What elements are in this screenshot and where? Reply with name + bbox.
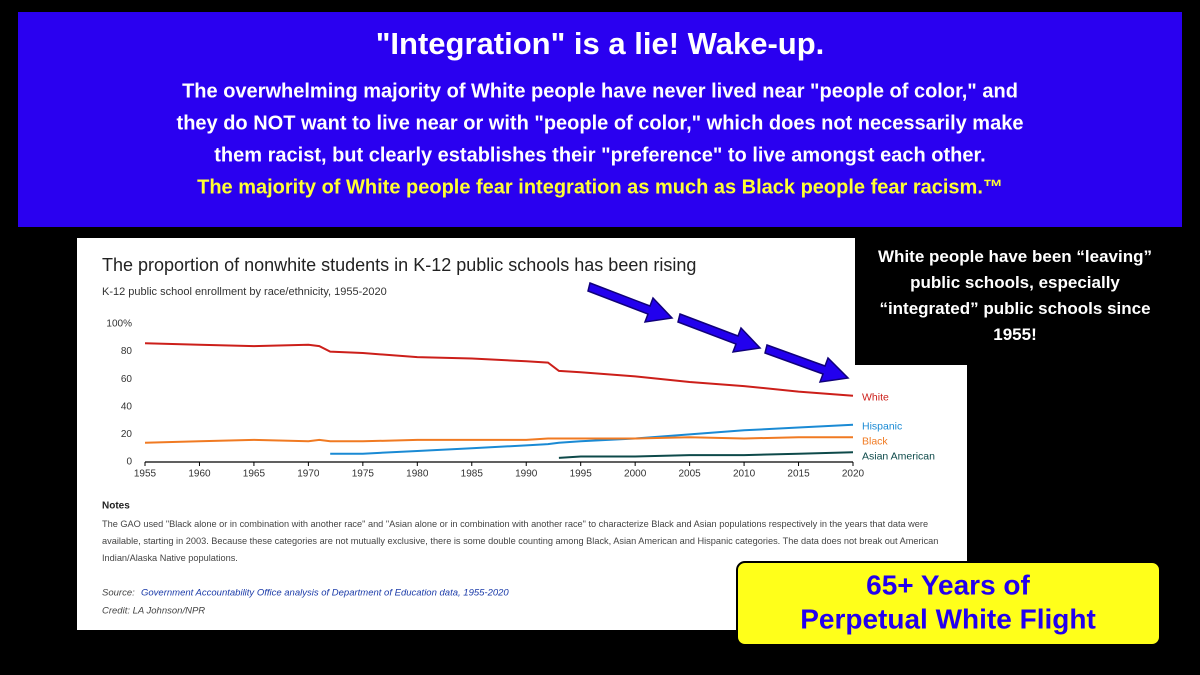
y-tick-label: 80	[121, 346, 133, 357]
y-tick-label: 60	[121, 374, 133, 385]
side-note: White people have been “leaving” public …	[878, 247, 1152, 344]
x-tick-label: 1960	[188, 469, 211, 480]
chart-title: The proportion of nonwhite students in K…	[102, 255, 696, 275]
callout-line: 65+ Years of	[866, 569, 1030, 600]
arrow	[677, 312, 762, 353]
side-note-box: White people have been “leaving” public …	[878, 247, 1152, 344]
legend-label: Asian American	[862, 451, 935, 463]
x-tick-label: 1965	[243, 469, 266, 480]
x-tick-label: 1955	[134, 469, 157, 480]
x-tick-label: 1980	[406, 469, 429, 480]
notes-box: The GAO used "Black alone or in combinat…	[102, 519, 939, 563]
banner-line: they do NOT want to live near or with "p…	[177, 112, 1024, 134]
series-line	[144, 436, 853, 444]
banner-line: them racist, but clearly establishes the…	[214, 144, 985, 166]
notes: The GAO used "Black alone or in combinat…	[102, 519, 939, 563]
legend-label: Hispanic	[862, 421, 902, 433]
arrow	[587, 281, 674, 323]
callout-line: Perpetual White Flight	[800, 603, 1096, 634]
series-line	[144, 342, 854, 397]
notes-heading: Notes	[102, 501, 130, 512]
plot: 0 20 40 60 80 100% 1955 1960 1965 1970 1975 1980 198…	[106, 319, 935, 480]
source-label: Source:	[102, 588, 135, 599]
y-tick-label: 100%	[106, 319, 132, 330]
x-tick-label: 2005	[678, 469, 701, 480]
legend-label: Black	[862, 436, 888, 448]
x-tick-label: 1990	[515, 469, 538, 480]
banner-title: "Integration" is a lie! Wake-up.	[376, 26, 825, 61]
x-tick-label: 1985	[461, 469, 484, 480]
x-tick-label: 2020	[842, 469, 865, 480]
x-tick-label: 1995	[570, 469, 593, 480]
x-tick-label: 2010	[733, 469, 756, 480]
y-tick-label: 20	[121, 429, 133, 440]
banner-line: The overwhelming majority of White peopl…	[182, 80, 1018, 102]
series-line	[330, 423, 854, 455]
callout	[736, 561, 1161, 646]
x-tick-label: 1970	[297, 469, 320, 480]
x-tick-label: 1975	[352, 469, 375, 480]
source: Government Accountability Office analysi…	[141, 588, 509, 599]
series-line	[558, 451, 854, 459]
x-tick-label: 2015	[787, 469, 810, 480]
x-tick-label: 2000	[624, 469, 647, 480]
y-tick-label: 40	[121, 401, 133, 412]
banner-highlight: The majority of White people fear integr…	[197, 176, 1003, 198]
credit: Credit: LA Johnson/NPR	[102, 606, 205, 617]
banner	[18, 12, 1182, 227]
arrow	[764, 344, 850, 383]
chart-subtitle: K-12 public school enrollment by race/et…	[102, 286, 387, 298]
y-tick-label: 0	[126, 457, 132, 468]
arrows	[587, 281, 850, 383]
legend-label: White	[862, 392, 889, 404]
